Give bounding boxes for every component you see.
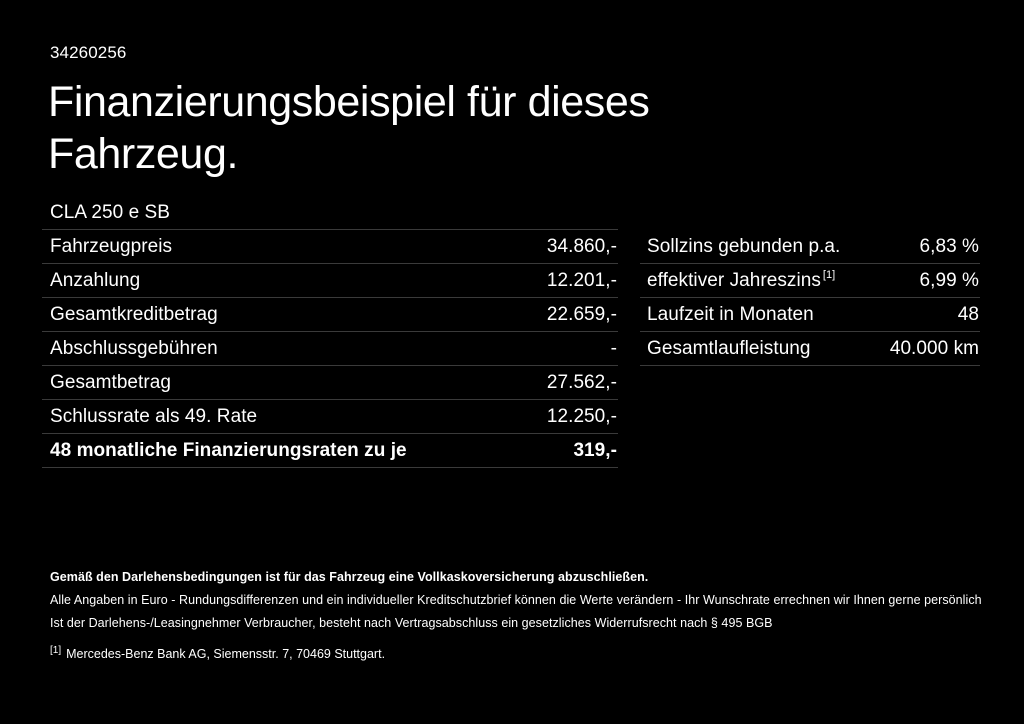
table-row: Anzahlung 12.201,- xyxy=(42,264,618,298)
monthly-rate-label: 48 monatliche Finanzierungsraten zu je xyxy=(50,439,407,461)
row-value: 27.562,- xyxy=(546,371,617,393)
table-row: Laufzeit in Monaten 48 xyxy=(640,298,980,332)
row-value: 48 xyxy=(957,303,979,325)
row-label: Schlussrate als 49. Rate xyxy=(50,405,258,427)
row-label: Sollzins gebunden p.a. xyxy=(647,235,841,257)
row-label: Anzahlung xyxy=(50,269,141,291)
table-row: Gesamtkreditbetrag 22.659,- xyxy=(42,298,618,332)
row-value: - xyxy=(610,337,617,359)
row-value: 6,83 % xyxy=(919,235,979,257)
footnote-general-notice: Alle Angaben in Euro - Rundungsdifferenz… xyxy=(50,593,982,607)
monthly-rate-row: 48 monatliche Finanzierungsraten zu je 3… xyxy=(42,434,618,468)
vehicle-id: 34260256 xyxy=(50,43,127,62)
footnote-source-text: Mercedes-Benz Bank AG, Siemensstr. 7, 70… xyxy=(66,647,386,661)
footnote-source: [1] Mercedes-Benz Bank AG, Siemensstr. 7,… xyxy=(50,644,990,664)
footnote-withdrawal-notice: Ist der Darlehens-/Leasingnehmer Verbrau… xyxy=(50,616,773,630)
footnote-marker-icon: [1] xyxy=(822,269,836,282)
footnote-marker-icon: [1] xyxy=(50,644,62,656)
footnote-insurance-notice: Gemäß den Darlehensbedingungen ist für d… xyxy=(50,570,649,584)
vehicle-model-row: CLA 250 e SB xyxy=(42,196,618,230)
row-value: 40.000 km xyxy=(889,337,979,359)
table-row: Fahrzeugpreis 34.860,- xyxy=(42,230,618,264)
vehicle-model-label: CLA 250 e SB xyxy=(50,201,170,223)
row-value: 34.860,- xyxy=(546,235,617,257)
row-value: 6,99 % xyxy=(919,269,979,291)
row-label: effektiver Jahreszins [1] xyxy=(647,269,836,291)
row-value: 22.659,- xyxy=(546,303,617,325)
table-row: effektiver Jahreszins [1] 6,99 % xyxy=(640,264,980,298)
footnotes-block: Gemäß den Darlehensbedingungen ist für d… xyxy=(50,566,990,664)
finance-table: CLA 250 e SB Fahrzeugpreis 34.860,- Anza… xyxy=(42,196,618,468)
terms-table: Sollzins gebunden p.a. 6,83 % effektiver… xyxy=(640,230,980,366)
row-label: Gesamtbetrag xyxy=(50,371,171,393)
table-row: Schlussrate als 49. Rate 12.250,- xyxy=(42,400,618,434)
table-row: Sollzins gebunden p.a. 6,83 % xyxy=(640,230,980,264)
row-label: Laufzeit in Monaten xyxy=(647,303,814,325)
monthly-rate-value: 319,- xyxy=(573,439,617,461)
row-value: 12.250,- xyxy=(546,405,617,427)
row-label: Gesamtkreditbetrag xyxy=(50,303,218,325)
row-value: 12.201,- xyxy=(546,269,617,291)
page-title: Finanzierungsbeispiel für dieses Fahrzeu… xyxy=(48,78,650,178)
row-label: Abschlussgebühren xyxy=(50,337,218,359)
row-label: Fahrzeugpreis xyxy=(50,235,173,257)
row-label: Gesamtlaufleistung xyxy=(647,337,811,359)
table-row: Abschlussgebühren - xyxy=(42,332,618,366)
table-row: Gesamtbetrag 27.562,- xyxy=(42,366,618,400)
table-row: Gesamtlaufleistung 40.000 km xyxy=(640,332,980,366)
